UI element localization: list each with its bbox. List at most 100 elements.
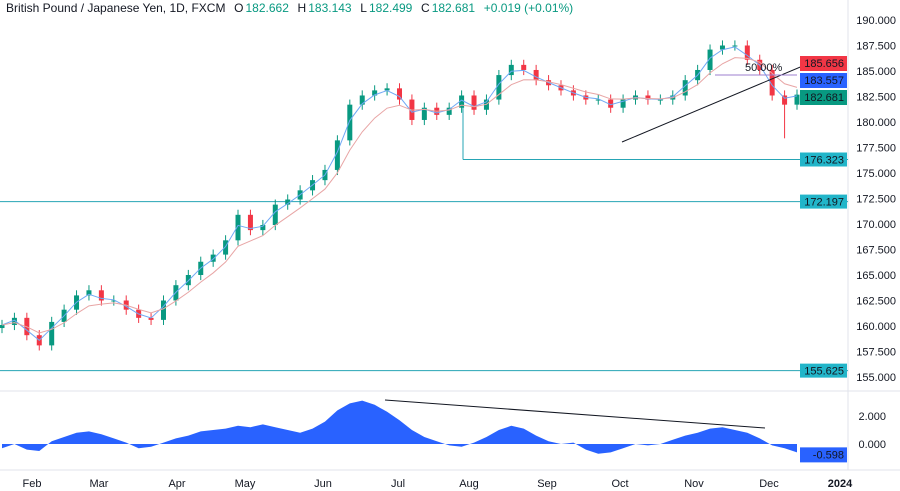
oscillator-area (2, 400, 797, 454)
candle-body (347, 104, 353, 141)
candle-body (111, 300, 117, 302)
time-tick: Sep (537, 478, 557, 490)
candle-body (210, 254, 216, 262)
candle-body (49, 321, 55, 346)
candle-body (595, 99, 601, 101)
candle-body (794, 94, 800, 105)
candle-body (148, 317, 154, 320)
low-label: L (360, 1, 367, 15)
fib-level-label: 50.00% (745, 62, 783, 74)
price-tag-label: 182.681 (804, 92, 844, 104)
high-value: 183.143 (308, 1, 352, 15)
time-tick: 2024 (828, 478, 853, 490)
candle-body (247, 214, 253, 231)
price-tick: 160.000 (856, 321, 896, 333)
price-tick: 182.500 (856, 92, 896, 104)
candle-body (459, 95, 465, 108)
candle-body (11, 317, 17, 325)
price-tag-label: 183.557 (804, 75, 844, 87)
candle-body (260, 225, 266, 231)
oscillator-value-label: -0.598 (813, 449, 844, 461)
time-tick: Mar (90, 478, 109, 490)
candle-body (707, 49, 713, 70)
candle-body (521, 64, 527, 70)
candle-body (397, 88, 402, 100)
candle-body (782, 95, 788, 105)
candle-body (620, 99, 626, 108)
candle-body (285, 199, 291, 205)
candle-body (496, 75, 502, 100)
candle-body (384, 88, 390, 91)
price-tick: 170.000 (856, 219, 896, 231)
price-tick: 180.000 (856, 117, 896, 129)
price-tick: 155.000 (856, 372, 896, 384)
time-tick: Jun (314, 478, 332, 490)
time-tick: Jul (391, 478, 405, 490)
candle-body (657, 99, 663, 101)
level-price-tag (800, 152, 847, 167)
time-tick: Dec (759, 478, 779, 490)
time-tick: Oct (611, 478, 628, 490)
level-price-tag (800, 194, 847, 209)
price-tick: 162.500 (856, 296, 896, 308)
price-tick: 190.000 (856, 15, 896, 27)
candle-body (421, 107, 427, 120)
candle-body (359, 95, 365, 105)
candle-body (160, 300, 166, 320)
candle-body (608, 99, 614, 108)
price-tick: 165.000 (856, 270, 896, 282)
price-tag-label: 185.656 (804, 58, 844, 70)
level-price-tag (800, 363, 847, 378)
oscillator-value-tag (800, 447, 847, 463)
level-price-label: 155.625 (804, 366, 844, 378)
oscillator-tick: 2.000 (858, 411, 886, 423)
time-tick: Apr (168, 478, 185, 490)
candle-body (645, 95, 651, 100)
candle-body (235, 214, 241, 241)
candle-body (223, 240, 229, 255)
oscillator-divergence-line (384, 399, 766, 429)
price-tick: 172.500 (856, 194, 896, 206)
candle-body (0, 324, 5, 329)
candle-body (98, 290, 104, 301)
candle-body (769, 69, 775, 96)
symbol-title: British Pound / Japanese Yen, 1D, FXCM (6, 1, 226, 15)
time-tick: Nov (684, 478, 704, 490)
time-tick: Feb (23, 478, 42, 490)
close-value: 182.681 (431, 1, 476, 15)
candle-body (508, 64, 514, 76)
level-price-label: 172.197 (804, 197, 844, 209)
price-tick: 187.500 (856, 41, 896, 53)
candle-body (272, 204, 278, 226)
time-tick: May (235, 478, 256, 490)
price-tick: 177.500 (856, 143, 896, 155)
price-tick: 175.000 (856, 168, 896, 180)
candle-body (682, 80, 688, 96)
low-value: 182.499 (368, 1, 413, 15)
candle-body (732, 45, 738, 47)
price-tag (800, 90, 847, 105)
oscillator-tick: 0.000 (858, 439, 886, 451)
chart-legend: British Pound / Japanese Yen, 1D, FXCM O… (6, 1, 575, 15)
price-tick: 157.500 (856, 347, 896, 359)
candle-body (719, 45, 725, 50)
candle-body (471, 95, 477, 110)
candle-body (334, 140, 340, 170)
slow-moving-average (1, 57, 798, 334)
candle-body (86, 290, 92, 296)
close-label: C (421, 1, 430, 15)
time-tick: Aug (459, 478, 479, 490)
price-tag (800, 56, 847, 71)
open-value: 182.662 (245, 1, 289, 15)
price-tick: 167.500 (856, 245, 896, 257)
change-value: +0.019 (+0.01%) (483, 1, 574, 15)
candle-body (744, 45, 750, 60)
candle-body (533, 69, 539, 81)
candle-body (446, 107, 452, 115)
price-tick: 185.000 (856, 66, 896, 78)
trendline (621, 59, 818, 143)
level-price-label: 176.323 (804, 155, 844, 167)
price-tag (800, 73, 847, 88)
high-label: H (297, 1, 307, 15)
